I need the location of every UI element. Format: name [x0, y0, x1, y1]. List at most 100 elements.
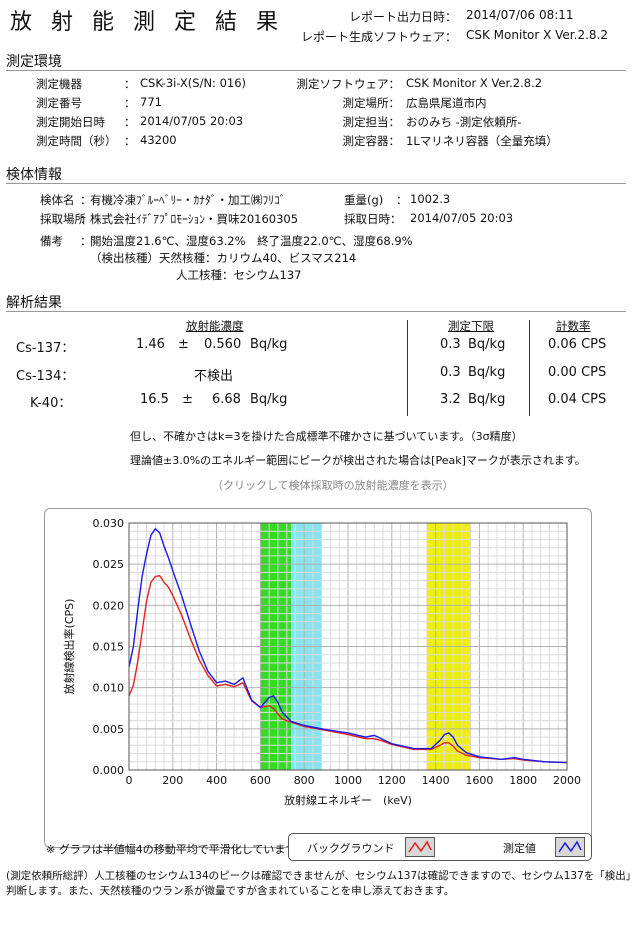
env-heading: 測定環境	[6, 54, 62, 70]
series-line-background	[128, 574, 568, 764]
limit-value: 0.3	[440, 337, 461, 352]
series-line-measured	[128, 527, 568, 764]
remarks-line2: （検出核種）天然核種：カリウム40、ビスマス214	[90, 251, 357, 265]
x-tick-label: 1200	[378, 774, 406, 787]
x-tick-label: 2000	[553, 774, 581, 787]
env-divider	[6, 70, 626, 71]
column-divider	[529, 320, 530, 416]
spectrum-chart: 0 200 400 600 800 1000 1200 1400 1600 1800 2000 0.0…	[62, 517, 581, 807]
y-tick-label: 0.020	[93, 599, 125, 612]
container-label: 測定容器：	[342, 134, 401, 148]
spectrum-chart-panel: 0 200 400 600 800 1000 1200 1400 1600 1800 2000 0.0…	[44, 508, 592, 848]
colon: ：	[124, 115, 136, 129]
start-label: 測定開始日時	[36, 115, 105, 129]
start-value: 2014/07/05 20:03	[140, 114, 244, 128]
limit-unit: Bq/kg	[468, 392, 506, 407]
plus-minus: ±	[182, 392, 193, 407]
colon: ：	[124, 96, 136, 110]
legend-background-swatch	[405, 837, 435, 857]
limit-value: 0.3	[440, 365, 461, 380]
nuclide-label: Cs-137：	[16, 341, 75, 356]
report-time-value: 2014/07/06 08:11	[466, 8, 574, 22]
duration-value: 43200	[140, 133, 177, 147]
place-label: 測定場所：	[342, 96, 401, 110]
assessment-line2: 判断します。また、天然核種のウラン系が微量ですが含まれていることを申し添えておき…	[6, 885, 455, 897]
colon: ：	[80, 212, 92, 226]
sample-place-label: 採取場所	[40, 212, 86, 226]
software-value: CSK Monitor X Ver.2.8.2	[406, 76, 543, 90]
show-sampling-concentration-link[interactable]: （クリックして検体採取時の放射能濃度を表示）	[212, 479, 454, 492]
colon: ：	[124, 134, 136, 148]
sample-name-label: 検体名	[40, 193, 75, 207]
legend-measured-swatch	[555, 837, 585, 857]
device-label: 測定機器	[36, 77, 82, 91]
concentration-unit: Bq/kg	[250, 392, 288, 407]
x-tick-label: 1600	[465, 774, 493, 787]
col-limit: 測定下限	[448, 319, 494, 333]
colon: ：	[80, 234, 92, 248]
container-value: 1Lマリネリ容器（全量充填）	[406, 134, 558, 148]
red-line-icon	[408, 840, 432, 853]
assessment-line1: (測定依頼所総評）人工核種のセシウム134のピークは確認できませんが、セシウム1…	[6, 870, 632, 882]
x-tick-label: 800	[294, 774, 315, 787]
limit-value: 3.2	[440, 392, 461, 407]
y-tick-label: 0.005	[93, 723, 125, 736]
page-title: 放 射 能 測 定 結 果	[10, 10, 284, 35]
device-value: CSK-3i-X(S/N: 016)	[140, 76, 247, 90]
count-rate: 0.00 CPS	[548, 365, 607, 380]
concentration-unit: Bq/kg	[250, 337, 288, 352]
sample-heading: 検体情報	[6, 167, 62, 183]
x-tick-label: 1800	[509, 774, 537, 787]
y-tick-label: 0.030	[93, 517, 125, 530]
uncertainty-value: 6.68	[212, 392, 241, 407]
y-axis-label: 放射線検出率(CPS)	[62, 599, 76, 695]
x-tick-label: 0	[126, 774, 133, 787]
col-concentration: 放射能濃度	[186, 319, 244, 333]
weight-value: 1002.3	[410, 192, 451, 206]
count-rate: 0.04 CPS	[548, 392, 607, 407]
blue-line-icon	[558, 840, 582, 853]
count-rate: 0.06 CPS	[548, 337, 607, 352]
remarks-label: 備考	[40, 234, 63, 248]
sample-divider	[6, 183, 626, 184]
x-tick-label: 400	[206, 774, 227, 787]
analysis-heading: 解析結果	[6, 295, 62, 311]
y-tick-label: 0.025	[93, 558, 125, 571]
number-value: 771	[140, 95, 162, 109]
remarks-line1: 開始温度21.6℃、湿度63.2% 終了温度22.0℃、湿度68.9%	[90, 234, 413, 248]
x-tick-label: 1400	[422, 774, 450, 787]
chart-legend: バックグラウンド 測定値	[288, 833, 592, 861]
col-rate: 計数率	[556, 319, 591, 333]
weight-label: 重量(g)	[344, 193, 384, 207]
not-detected: 不検出	[194, 369, 234, 384]
column-divider	[407, 320, 408, 416]
legend-background-label: バックグラウンド	[307, 842, 395, 855]
analysis-divider	[6, 311, 626, 312]
limit-unit: Bq/kg	[468, 337, 506, 352]
concentration-value: 1.46	[136, 337, 165, 352]
x-tick-label: 1000	[334, 774, 362, 787]
uncertainty-value: 0.560	[204, 337, 242, 352]
nuclide-label: K-40：	[30, 396, 72, 411]
plus-minus: ±	[178, 337, 189, 352]
y-tick-label: 0.015	[93, 641, 125, 654]
person-value: おのみち -測定依頼所-	[406, 115, 522, 129]
y-tick-label: 0.010	[93, 682, 125, 695]
x-axis-label: 放射線エネルギー (keV)	[284, 793, 412, 807]
concentration-value: 16.5	[140, 392, 169, 407]
plot-frame	[128, 522, 568, 771]
colon: ：	[80, 193, 92, 207]
sample-date-value: 2014/07/05 20:03	[410, 211, 514, 225]
place-value: 広島県尾道市内	[406, 96, 487, 110]
report-software-value: CSK Monitor X Ver.2.8.2	[466, 28, 608, 42]
number-label: 測定番号	[36, 96, 82, 110]
smoothing-note: ※ グラフは半値幅4の移動平均で平滑化しています	[46, 843, 297, 856]
sample-date-label: 採取日時：	[344, 212, 402, 226]
software-label: 測定ソフトウェア：	[296, 77, 401, 91]
sample-name-value: 有機冷凍ﾌﾞﾙｰﾍﾞﾘｰ・ｶﾅﾀﾞ・加工㈱ﾌﾘｺﾞ	[90, 193, 286, 207]
colon: ：	[396, 193, 408, 207]
x-tick-label: 200	[162, 774, 183, 787]
legend-measured-label: 測定値	[503, 842, 536, 855]
remarks-line3: 人工核種：セシウム137	[176, 268, 302, 282]
report-time-label: レポート出力日時：	[348, 10, 457, 24]
